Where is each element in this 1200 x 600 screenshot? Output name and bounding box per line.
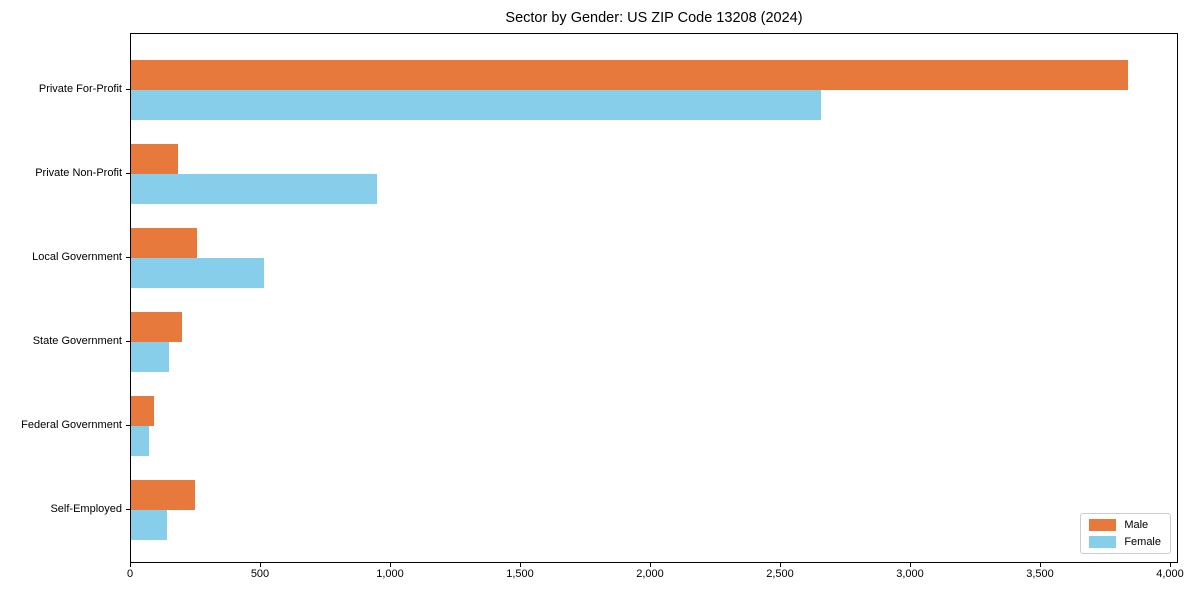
legend-swatch-female [1089,536,1117,548]
x-tick-label-0: 0 [126,568,134,580]
x-tick-label-4000: 4,000 [1156,568,1184,580]
legend: Male Female [1080,513,1171,554]
bar-female-private-for-profit [131,90,821,120]
y-tick-mark-state-government [126,341,130,342]
bar-female-self-employed [131,510,167,540]
x-tick-label-3500: 3,500 [1026,568,1054,580]
x-tick-mark-4000 [1170,563,1171,567]
bar-male-private-non-profit [131,144,178,174]
x-tick-mark-500 [260,563,261,567]
legend-label-female: Female [1124,536,1161,548]
x-tick-label-3000: 3,000 [896,568,924,580]
x-tick-mark-1000 [390,563,391,567]
y-tick-mark-self-employed [126,509,130,510]
bar-female-private-non-profit [131,174,377,204]
chart-title: Sector by Gender: US ZIP Code 13208 (202… [505,10,803,26]
x-tick-label-500: 500 [250,568,270,580]
x-tick-mark-2000 [650,563,651,567]
y-axis-label-private-non-profit: Private Non-Profit [35,167,122,179]
bar-male-self-employed [131,480,195,510]
x-tick-mark-1500 [520,563,521,567]
legend-label-male: Male [1124,519,1149,531]
bar-female-state-government [131,342,169,372]
bar-male-private-for-profit [131,60,1128,90]
x-tick-mark-3000 [910,563,911,567]
bar-male-local-government [131,228,197,258]
bar-male-federal-government [131,396,154,426]
x-tick-label-1500: 1,500 [506,568,534,580]
x-tick-mark-3500 [1040,563,1041,567]
y-tick-mark-local-government [126,257,130,258]
x-tick-label-1000: 1,000 [376,568,404,580]
y-axis-label-local-government: Local Government [32,251,122,263]
bar-female-local-government [131,258,264,288]
x-tick-label-2000: 2,000 [636,568,664,580]
y-tick-mark-private-for-profit [126,89,130,90]
legend-entry-male: Male [1089,519,1161,531]
y-tick-mark-private-non-profit [126,173,130,174]
y-axis-label-self-employed: Self-Employed [50,503,122,515]
y-tick-mark-federal-government [126,425,130,426]
y-axis-label-private-for-profit: Private For-Profit [38,83,122,95]
x-tick-mark-2500 [780,563,781,567]
y-axis-label-federal-government: Federal Government [21,419,122,431]
x-tick-label-2500: 2,500 [766,568,794,580]
plot-area [130,33,1178,563]
legend-swatch-male [1089,519,1117,531]
legend-entry-female: Female [1089,536,1161,548]
bar-female-federal-government [131,426,149,456]
y-axis-label-state-government: State Government [32,335,122,347]
x-tick-mark-0 [130,563,131,567]
bar-male-state-government [131,312,182,342]
